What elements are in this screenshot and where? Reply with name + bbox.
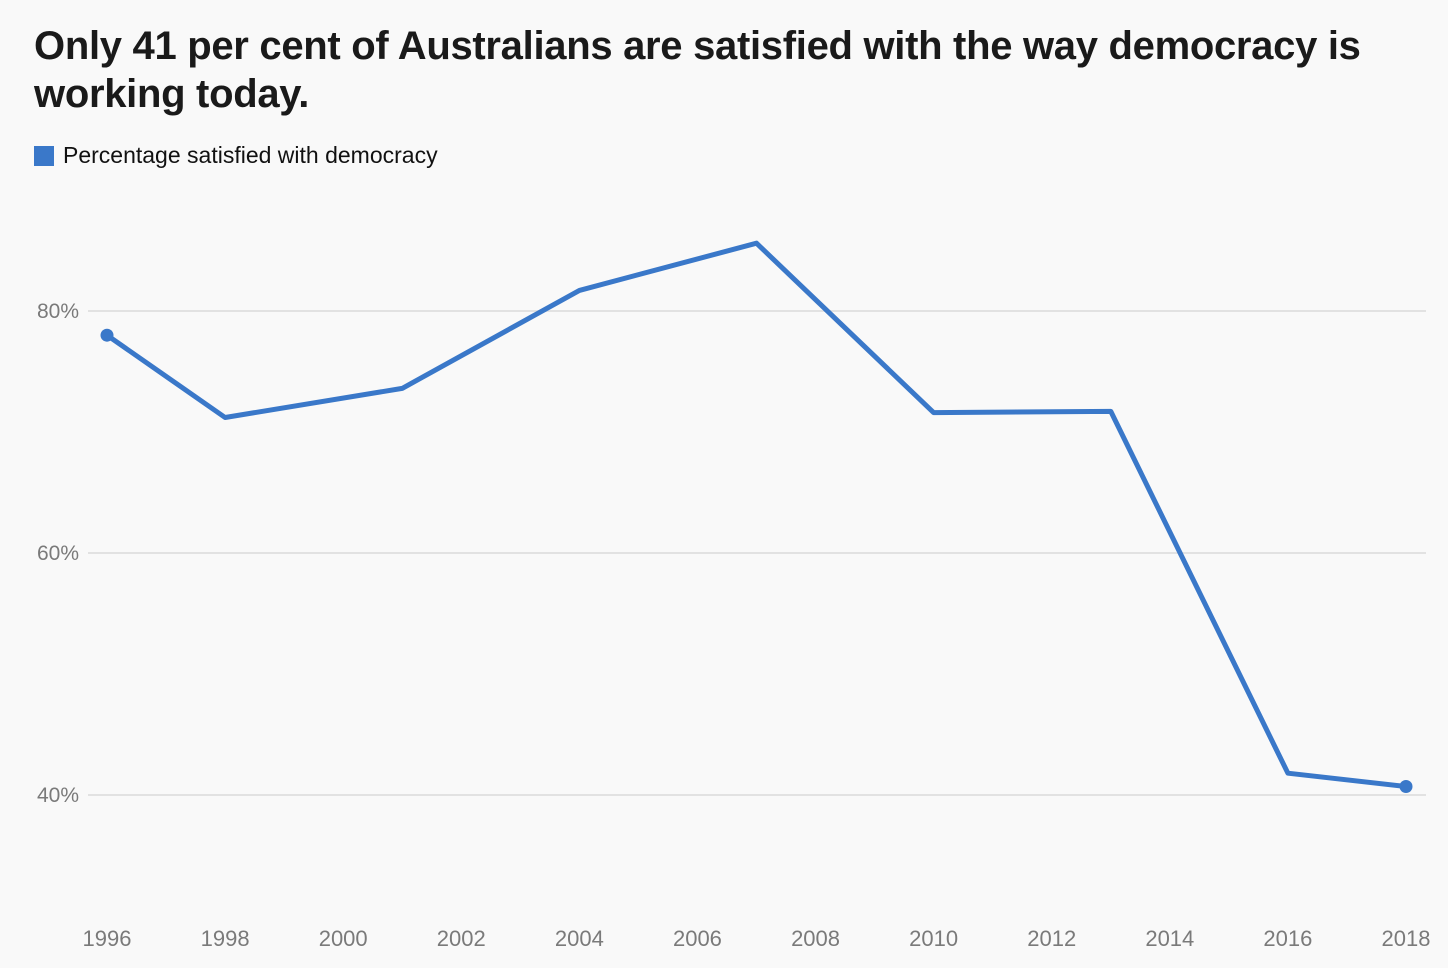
chart-title: Only 41 per cent of Australians are sati… [34,24,1361,116]
x-axis-ticks: 1996 1998 2000 2002 2004 2006 2008 2010 2012 2014… [83,926,1431,951]
x-tick-label: 2004 [555,926,604,951]
x-tick-label: 2002 [437,926,486,951]
y-axis-ticks: 40% 60% 80% [37,300,79,807]
legend-swatch [34,145,54,166]
y-tick-label: 60% [37,542,79,565]
legend-label: Percentage satisfied with democracy [63,142,438,168]
x-tick-label: 2006 [673,926,722,951]
gridlines [88,310,1426,796]
legend: Percentage satisfied with democracy [34,142,438,169]
x-tick-label: 2008 [791,926,840,951]
x-tick-label: 2010 [909,926,958,951]
x-tick-label: 1996 [83,926,132,951]
x-tick-label: 1998 [201,926,250,951]
x-tick-label: 2014 [1145,926,1194,951]
x-tick-label: 2000 [319,926,368,951]
y-tick-label: 80% [37,300,79,323]
y-tick-label: 40% [37,784,79,807]
endpoint-marker [1399,780,1413,794]
x-tick-label: 2018 [1382,926,1431,951]
x-tick-label: 2012 [1027,926,1076,951]
series-line [104,240,1409,789]
endpoint-marker [100,328,114,342]
x-tick-label: 2016 [1263,926,1312,951]
series-layer [100,240,1413,794]
